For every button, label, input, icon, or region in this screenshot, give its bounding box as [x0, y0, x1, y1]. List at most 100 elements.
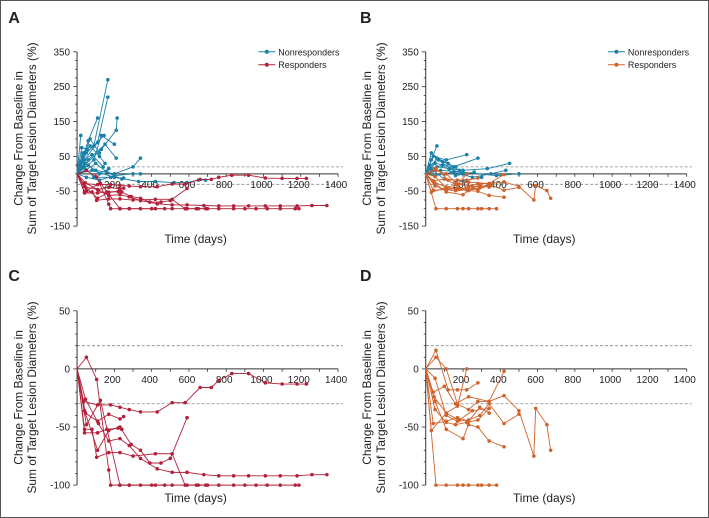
- data-point: [155, 467, 160, 471]
- data-point: [153, 179, 158, 184]
- data-point: [265, 206, 270, 211]
- x-tick-label: 600: [179, 375, 196, 386]
- data-point: [280, 382, 284, 386]
- data-point: [147, 461, 152, 465]
- data-point: [88, 144, 92, 148]
- data-point: [196, 483, 201, 487]
- data-point: [198, 177, 202, 182]
- data-point: [532, 198, 536, 202]
- data-point: [83, 397, 88, 401]
- data-point: [118, 206, 122, 211]
- data-point: [466, 180, 471, 184]
- data-point: [295, 176, 299, 181]
- data-point: [263, 474, 268, 478]
- patient-line: [425, 173, 552, 201]
- data-point: [433, 376, 437, 380]
- data-point: [83, 181, 88, 185]
- series-responders: [425, 166, 553, 211]
- data-point: [466, 395, 471, 399]
- data-point: [106, 95, 110, 99]
- data-point: [138, 156, 143, 160]
- patient-line: [76, 157, 141, 175]
- x-tick-label: 400: [141, 180, 158, 191]
- data-point: [502, 195, 506, 199]
- data-point: [82, 431, 87, 435]
- data-point: [118, 450, 122, 455]
- data-point: [476, 187, 480, 191]
- data-point: [476, 399, 480, 404]
- data-point: [92, 158, 96, 162]
- data-point: [243, 483, 247, 487]
- data-point: [185, 415, 189, 420]
- data-point: [170, 182, 174, 186]
- data-point: [457, 168, 462, 173]
- data-point: [455, 388, 460, 392]
- data-point: [476, 418, 480, 422]
- data-point: [502, 369, 506, 374]
- data-point: [293, 483, 297, 487]
- data-point: [297, 483, 301, 487]
- data-point: [136, 179, 141, 184]
- data-point: [464, 172, 469, 176]
- data-point: [84, 168, 89, 173]
- y-axis-label: Sum of Target Lesion Diameters (%): [374, 301, 388, 493]
- data-point: [114, 128, 119, 133]
- data-point: [118, 425, 122, 429]
- data-point: [209, 177, 214, 182]
- data-point: [434, 483, 438, 487]
- patient-line: [76, 135, 82, 174]
- data-point: [293, 206, 297, 211]
- data-point: [433, 399, 437, 404]
- data-point: [198, 385, 202, 390]
- y-tick-label: -150: [399, 222, 419, 233]
- legend-marker: [264, 62, 269, 67]
- data-point: [131, 172, 135, 176]
- y-axis-label: Sum of Target Lesion Diameters (%): [374, 42, 388, 234]
- data-point: [202, 203, 206, 208]
- data-point: [162, 483, 167, 487]
- data-point: [429, 151, 434, 155]
- legend-item: Responders: [608, 60, 677, 70]
- data-point: [209, 385, 214, 390]
- legend-item: Nonresponders: [258, 47, 340, 57]
- data-point: [479, 483, 484, 487]
- legend-label: Responders: [278, 60, 327, 70]
- data-point: [246, 371, 251, 376]
- x-tick-label: 600: [179, 180, 196, 191]
- data-point: [517, 185, 521, 190]
- patient-line: [76, 368, 208, 486]
- data-point: [127, 206, 132, 211]
- data-point: [485, 166, 490, 171]
- data-point: [434, 348, 438, 353]
- data-point: [106, 193, 111, 198]
- data-point: [455, 206, 460, 211]
- data-point: [433, 184, 437, 188]
- data-point: [149, 483, 154, 487]
- series-responders: [76, 168, 329, 211]
- data-point: [442, 384, 447, 389]
- data-point: [118, 192, 122, 197]
- data-point: [127, 407, 132, 412]
- data-point: [444, 206, 449, 211]
- x-tick-label: 1000: [599, 375, 622, 386]
- data-point: [159, 461, 163, 465]
- data-point: [461, 436, 465, 441]
- data-point: [295, 382, 299, 386]
- data-point: [106, 468, 111, 472]
- x-axis-label: Time (days): [513, 232, 576, 246]
- data-point: [159, 200, 163, 204]
- data-point: [246, 474, 251, 478]
- data-point: [84, 355, 89, 360]
- x-tick-label: 1200: [288, 375, 311, 386]
- x-tick-label: 200: [453, 375, 470, 386]
- data-point: [98, 181, 103, 186]
- data-point: [444, 419, 449, 423]
- data-point: [106, 412, 111, 417]
- data-point: [202, 472, 206, 477]
- data-point: [155, 410, 160, 414]
- data-point: [231, 483, 236, 487]
- data-point: [216, 206, 221, 211]
- data-point: [325, 203, 329, 208]
- patient-line: [76, 154, 104, 174]
- data-point: [502, 444, 506, 449]
